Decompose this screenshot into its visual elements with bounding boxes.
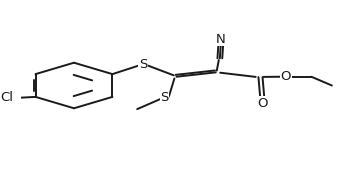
Text: Cl: Cl [0, 91, 13, 104]
Text: O: O [257, 97, 268, 110]
Text: O: O [281, 70, 291, 83]
Text: N: N [216, 33, 226, 46]
Text: S: S [160, 91, 169, 104]
Text: S: S [139, 58, 147, 71]
